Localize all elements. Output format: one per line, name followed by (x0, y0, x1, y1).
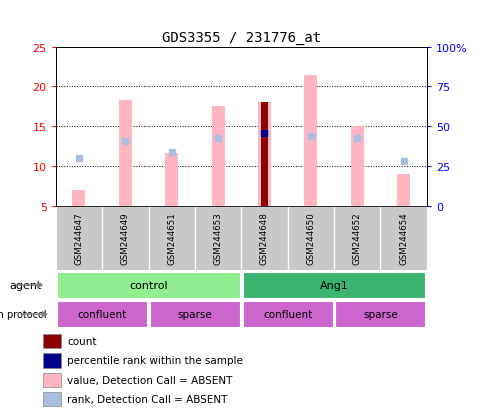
Text: sparse: sparse (363, 309, 397, 319)
Bar (150, 301, 240, 327)
Text: GSM244649: GSM244649 (121, 211, 130, 264)
Text: confluent: confluent (262, 309, 312, 319)
Bar (43, 373, 61, 387)
Text: GSM244648: GSM244648 (259, 211, 269, 264)
Bar (242, 301, 332, 327)
Text: GSM244647: GSM244647 (75, 211, 83, 264)
Bar (304, 75, 317, 206)
Text: GSM244652: GSM244652 (352, 211, 361, 264)
Text: percentile rank within the sample: percentile rank within the sample (67, 356, 242, 366)
Bar (260, 102, 268, 206)
Bar (57, 272, 240, 299)
Text: GSM244650: GSM244650 (306, 211, 315, 264)
Text: count: count (67, 336, 96, 346)
Bar (165, 153, 178, 206)
Text: GSM244654: GSM244654 (398, 211, 407, 264)
Text: control: control (129, 280, 167, 290)
Bar (211, 107, 224, 206)
Bar (43, 353, 61, 368)
Bar (72, 191, 85, 206)
Bar (242, 272, 424, 299)
Bar (350, 127, 363, 206)
Bar (43, 334, 61, 349)
Text: growth protocol: growth protocol (0, 309, 46, 319)
Text: value, Detection Call = ABSENT: value, Detection Call = ABSENT (67, 375, 232, 385)
Bar (396, 175, 409, 206)
Bar (43, 392, 61, 406)
Title: GDS3355 / 231776_at: GDS3355 / 231776_at (161, 31, 320, 45)
Bar (119, 101, 132, 206)
Text: rank, Detection Call = ABSENT: rank, Detection Call = ABSENT (67, 394, 227, 404)
Bar (57, 301, 147, 327)
Text: confluent: confluent (77, 309, 126, 319)
Text: GSM244653: GSM244653 (213, 211, 222, 264)
Text: sparse: sparse (177, 309, 212, 319)
Text: GSM244651: GSM244651 (167, 211, 176, 264)
Text: Ang1: Ang1 (319, 280, 348, 290)
Bar (335, 301, 424, 327)
Text: agent: agent (9, 280, 42, 290)
Bar (257, 102, 271, 206)
